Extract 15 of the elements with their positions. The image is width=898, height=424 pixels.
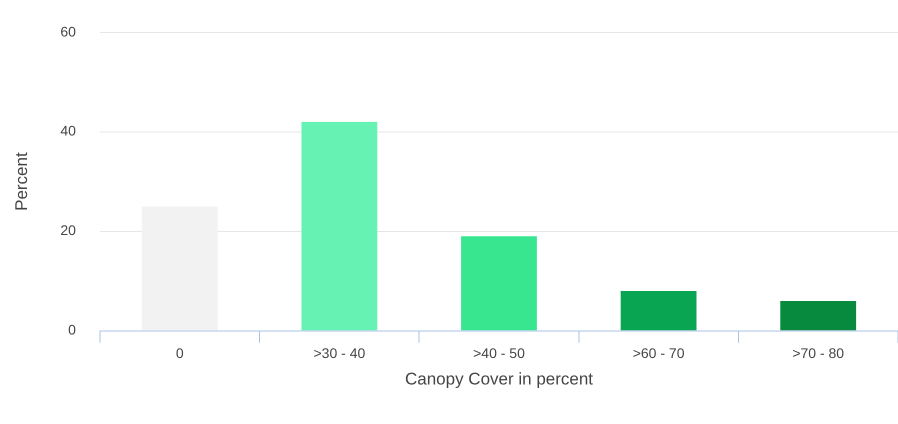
bar [301,122,378,330]
y-axis-title: Percent [12,152,31,211]
x-tick-label: >70 - 80 [792,345,844,362]
y-tick-label: 20 [60,222,76,238]
y-tick-label: 40 [60,122,76,139]
bar [620,291,696,330]
x-tick-label: >30 - 40 [314,345,366,362]
x-axis-title: Canopy Cover in percent [404,369,594,388]
y-tick-label: 60 [60,23,76,40]
x-tick-label: >60 - 70 [632,345,685,362]
y-tick-label: 0 [68,322,76,338]
bar [780,300,856,330]
bar [461,236,537,330]
x-tick-label: >40 - 50 [473,345,526,362]
x-tick-label: 0 [176,345,184,362]
